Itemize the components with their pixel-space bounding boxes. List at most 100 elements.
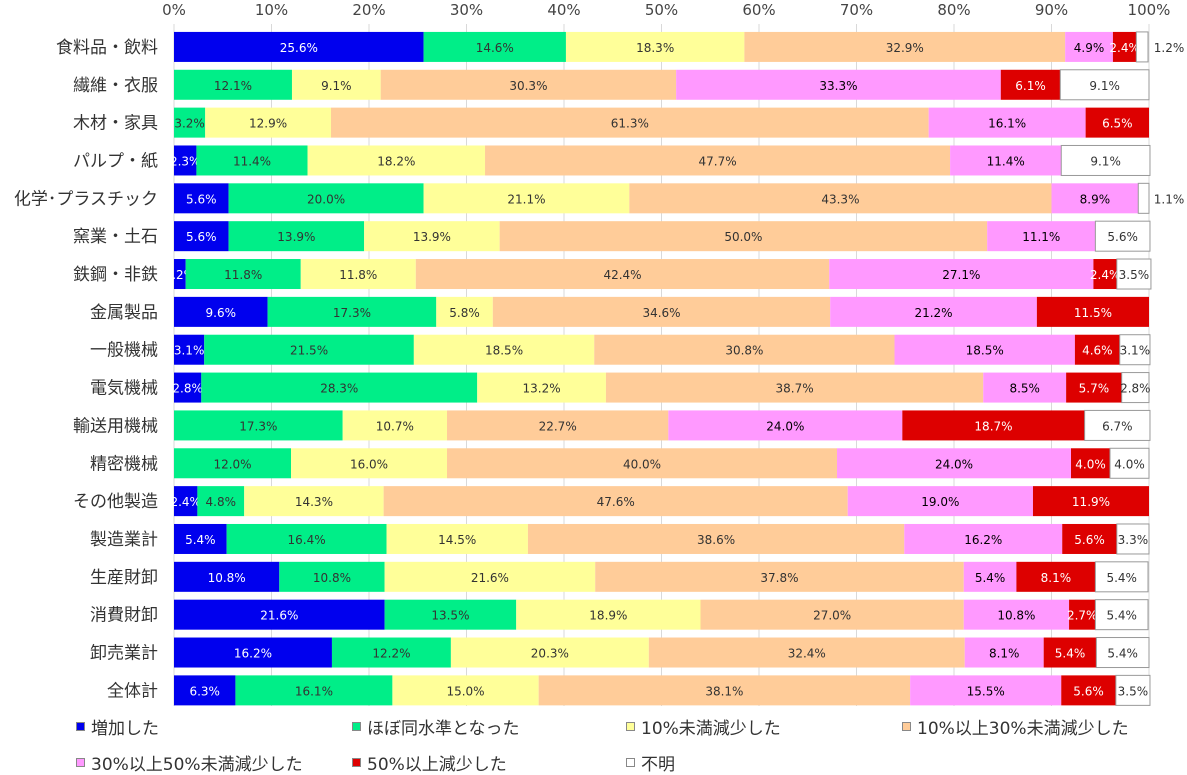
bar-segment (928, 107, 1086, 138)
bar-segment (423, 183, 630, 214)
bar-segment (594, 334, 895, 365)
bar-segment (413, 334, 595, 365)
bar-segment (527, 523, 905, 554)
bar-segment (829, 259, 1094, 290)
data-label: 18.3% (636, 41, 674, 55)
bar-segment (226, 523, 387, 554)
bar-segment (629, 183, 1052, 214)
legend-swatch (902, 722, 911, 731)
data-label: 3.3% (1118, 533, 1149, 547)
bar-segment (228, 221, 365, 252)
data-label: 11.8% (339, 268, 377, 282)
data-label: 6.5% (1102, 117, 1133, 131)
bar-segment (174, 448, 291, 479)
category-label: パルプ・紙 (73, 151, 158, 171)
data-label: 11.9% (1072, 495, 1110, 509)
bar-segment (1085, 107, 1149, 138)
bar-segment (963, 561, 1017, 592)
data-label: 21.6% (471, 571, 509, 585)
data-label: 6.7% (1102, 419, 1133, 433)
data-label: 40.0% (623, 457, 661, 471)
bar-segment (392, 675, 539, 706)
bar-segment (1109, 447, 1150, 479)
bar-segment (185, 259, 301, 290)
data-label: 17.3% (333, 306, 371, 320)
bar-segment (174, 637, 332, 668)
data-label: 1.1% (1154, 192, 1185, 206)
category-label: その他製造 (73, 492, 158, 512)
legend-item: 不明 (626, 750, 675, 775)
bar-segment (364, 221, 500, 252)
bar-segment (1062, 523, 1117, 554)
legend-label: 30%以上50%未満減少した (91, 755, 303, 775)
data-label: 16.1% (295, 684, 333, 698)
data-label: 5.4% (185, 533, 216, 547)
data-label: 16.2% (964, 533, 1002, 547)
bar-segment (174, 107, 206, 138)
data-label: 3.5% (1118, 684, 1149, 698)
bar-segment (174, 31, 424, 62)
bar-segment (744, 31, 1066, 62)
bar-segment (1116, 523, 1150, 555)
x-tick-label: 80% (937, 1, 970, 19)
bar-segment (492, 296, 831, 327)
bar-segment (605, 372, 984, 403)
bar-segment (244, 486, 384, 517)
data-label: 11.8% (224, 268, 262, 282)
bar-segment (307, 145, 486, 176)
bar-segment (904, 523, 1063, 554)
data-label: 38.7% (776, 382, 814, 396)
category-label: 窯業・土石 (73, 227, 158, 247)
data-label: 10.8% (313, 571, 351, 585)
x-tick-label: 10% (255, 1, 288, 19)
legend-swatch (626, 722, 635, 731)
bar-segment (1119, 334, 1151, 366)
stacked-bar-chart: 0% 10% 20% 30% 40% 50% 60% 70% 80% 90% 100% 食料品・飲料 2… (14, 1, 1185, 706)
bar-segment (174, 486, 198, 517)
data-label: 18.5% (485, 344, 523, 358)
bar-segment (910, 675, 1062, 706)
bar-segment (174, 221, 229, 252)
data-label: 30.3% (509, 79, 547, 93)
bar-segment (300, 259, 416, 290)
bar-segment (447, 448, 837, 479)
bar-segment (267, 296, 437, 327)
legend-label: 不明 (641, 755, 675, 775)
data-label: 20.0% (307, 192, 345, 206)
x-tick-label: 90% (1035, 1, 1068, 19)
bar-segment (516, 599, 701, 630)
legend-swatch (76, 722, 85, 731)
bar-segment (415, 259, 830, 290)
x-tick-label: 40% (547, 1, 580, 19)
data-label: 11.1% (1022, 230, 1060, 244)
legend-item: 10%未満減少した (626, 714, 781, 739)
data-label: 18.2% (377, 154, 415, 168)
bar-segment (174, 69, 292, 100)
data-label: 13.2% (523, 382, 561, 396)
data-label: 4.0% (1114, 457, 1145, 471)
data-label: 5.4% (1107, 647, 1138, 661)
bar-segment (1071, 448, 1110, 479)
data-label: 5.8% (449, 306, 480, 320)
bar-segment (1059, 69, 1150, 101)
data-label: 20.3% (531, 647, 569, 661)
bar-segment (1084, 409, 1151, 441)
data-label: 19.0% (921, 495, 959, 509)
data-label: 10.8% (997, 609, 1035, 623)
data-label: 22.7% (539, 419, 577, 433)
legend-label: 増加した (91, 719, 159, 739)
legend-item: 50%以上減少した (352, 750, 507, 775)
bar-segment (950, 145, 1062, 176)
legend-item: 増加した (76, 714, 159, 739)
data-label: 14.6% (476, 41, 514, 55)
data-label: 4.6% (1082, 344, 1113, 358)
data-label: 10.8% (208, 571, 246, 585)
data-label: 11.4% (233, 154, 271, 168)
chart-legend: 増加した ほぼ同水準となった 10%未満減少した 10%以上30%未満減少した 30%以… (0, 706, 1187, 775)
x-tick-label: 30% (450, 1, 483, 19)
data-label: 11.5% (1074, 306, 1112, 320)
data-label: 2.3% (170, 154, 201, 168)
bar-segment (383, 486, 848, 517)
x-tick-label: 100% (1128, 1, 1171, 19)
bar-segment (174, 675, 236, 706)
